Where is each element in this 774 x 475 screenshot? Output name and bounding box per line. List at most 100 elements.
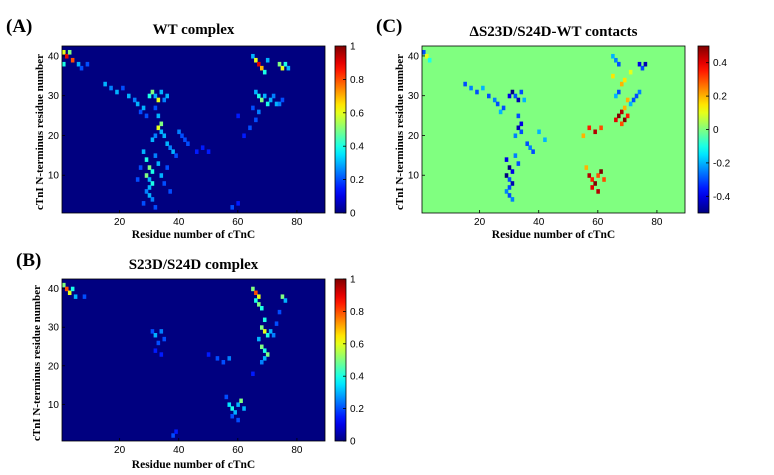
heatmap-cell <box>504 157 509 162</box>
heatmap-cell <box>516 97 521 103</box>
heatmap-cell <box>599 125 603 131</box>
heatmap-cell <box>168 145 172 150</box>
heatmap-cell <box>637 89 642 95</box>
heatmap-cell <box>150 137 155 143</box>
colorbar-tick-label: 0.4 <box>350 372 364 383</box>
heatmap-cell <box>85 61 90 67</box>
heatmap-cell <box>507 165 512 170</box>
heatmap-cell <box>64 53 69 59</box>
heatmap-cell <box>150 197 155 202</box>
heatmap-cell <box>153 153 158 158</box>
heatmap-cell <box>186 141 190 147</box>
colorbar-tick-label: 0.2 <box>350 175 364 186</box>
heatmap-cell <box>596 173 600 178</box>
heatmap-cell <box>283 298 288 303</box>
heatmap-cell <box>73 294 78 299</box>
heatmap-cell <box>162 336 167 342</box>
heatmap-cell <box>268 329 273 334</box>
heatmap-cell <box>262 329 267 334</box>
heatmap-cell <box>268 97 273 103</box>
heatmap-cell <box>257 336 261 342</box>
heatmap-cell <box>159 173 164 178</box>
heatmap-cell <box>153 348 158 353</box>
heatmap-cell <box>531 149 535 154</box>
heatmap-cell <box>251 286 255 292</box>
panel-b-xlabel: Residue number of cTnC <box>131 459 256 471</box>
heatmap-cell <box>67 290 72 296</box>
heatmap-cell <box>147 185 152 190</box>
heatmap-cell <box>200 145 205 150</box>
heatmap-cell <box>516 161 521 166</box>
heatmap-cell <box>171 149 175 154</box>
heatmap-cell <box>504 173 509 178</box>
heatmap-cell <box>519 89 524 95</box>
heatmap-cell <box>510 89 515 95</box>
heatmap-cell <box>153 93 158 99</box>
heatmap-cell <box>147 93 152 99</box>
heatmap-cell <box>504 189 509 194</box>
heatmap-cell <box>283 61 288 67</box>
heatmap-cell <box>274 101 279 107</box>
heatmap-cell <box>516 125 521 131</box>
colorbar <box>334 45 347 214</box>
heatmap-cell <box>206 352 211 357</box>
heatmap-cell <box>259 325 264 330</box>
heatmap-cell <box>277 309 282 315</box>
heatmap-cell <box>162 181 167 186</box>
heatmap-cell <box>507 93 512 99</box>
heatmap-cell <box>236 402 240 407</box>
heatmap-cell <box>622 105 627 111</box>
heatmap-cell <box>144 173 149 178</box>
heatmap-cell <box>625 113 630 119</box>
heatmap-cell <box>153 133 158 139</box>
heatmap-cell <box>171 433 175 438</box>
heatmap-cell <box>70 286 75 292</box>
heatmap-cell <box>427 57 432 63</box>
heatmap-cell <box>259 360 264 365</box>
heatmap-background <box>422 46 685 213</box>
heatmap-cell <box>262 317 267 323</box>
heatmap-cell <box>625 97 630 103</box>
heatmap-cell <box>156 161 161 166</box>
panel-a-letter: (A) <box>6 16 33 37</box>
heatmap-cell <box>507 177 512 182</box>
y-tick-label: 30 <box>408 91 420 102</box>
heatmap-cell <box>614 117 618 123</box>
heatmap-cell <box>62 61 66 67</box>
heatmap-cell <box>174 153 178 158</box>
heatmap-cell <box>147 177 152 182</box>
heatmap-cell <box>174 429 178 434</box>
heatmap-cell <box>602 177 606 182</box>
heatmap-cell <box>165 93 169 99</box>
heatmap-cell <box>121 85 125 91</box>
y-tick-label: 20 <box>48 361 60 372</box>
heatmap-cell <box>165 141 169 147</box>
heatmap-cell <box>251 105 255 111</box>
heatmap-cell <box>265 333 270 338</box>
heatmap-background <box>62 46 325 213</box>
panel-a-title: WT complex <box>152 22 235 38</box>
heatmap-cell <box>177 129 181 135</box>
colorbar-tick-label: 0.8 <box>350 75 364 86</box>
y-tick-label: 10 <box>48 400 60 411</box>
heatmap-cell <box>165 165 169 170</box>
heatmap-cell <box>115 89 119 95</box>
heatmap-cell <box>262 348 267 353</box>
heatmap-cell <box>507 193 512 198</box>
panel-b-letter: (B) <box>16 250 42 271</box>
heatmap-cell <box>64 286 69 292</box>
heatmap-cell <box>248 125 252 131</box>
heatmap-cell <box>251 53 255 59</box>
heatmap-cell <box>221 360 226 365</box>
heatmap-cell <box>274 321 279 326</box>
heatmap-cell <box>257 93 261 99</box>
heatmap-cell <box>227 356 232 361</box>
heatmap-cell <box>259 65 264 71</box>
heatmap-cell <box>254 57 258 63</box>
heatmap-cell <box>257 294 261 299</box>
heatmap-cell <box>617 61 621 67</box>
heatmap-cell <box>265 57 270 63</box>
heatmap-cell <box>183 137 187 143</box>
colorbar-tick-label: 1 <box>350 42 356 53</box>
heatmap-cell <box>144 157 149 162</box>
